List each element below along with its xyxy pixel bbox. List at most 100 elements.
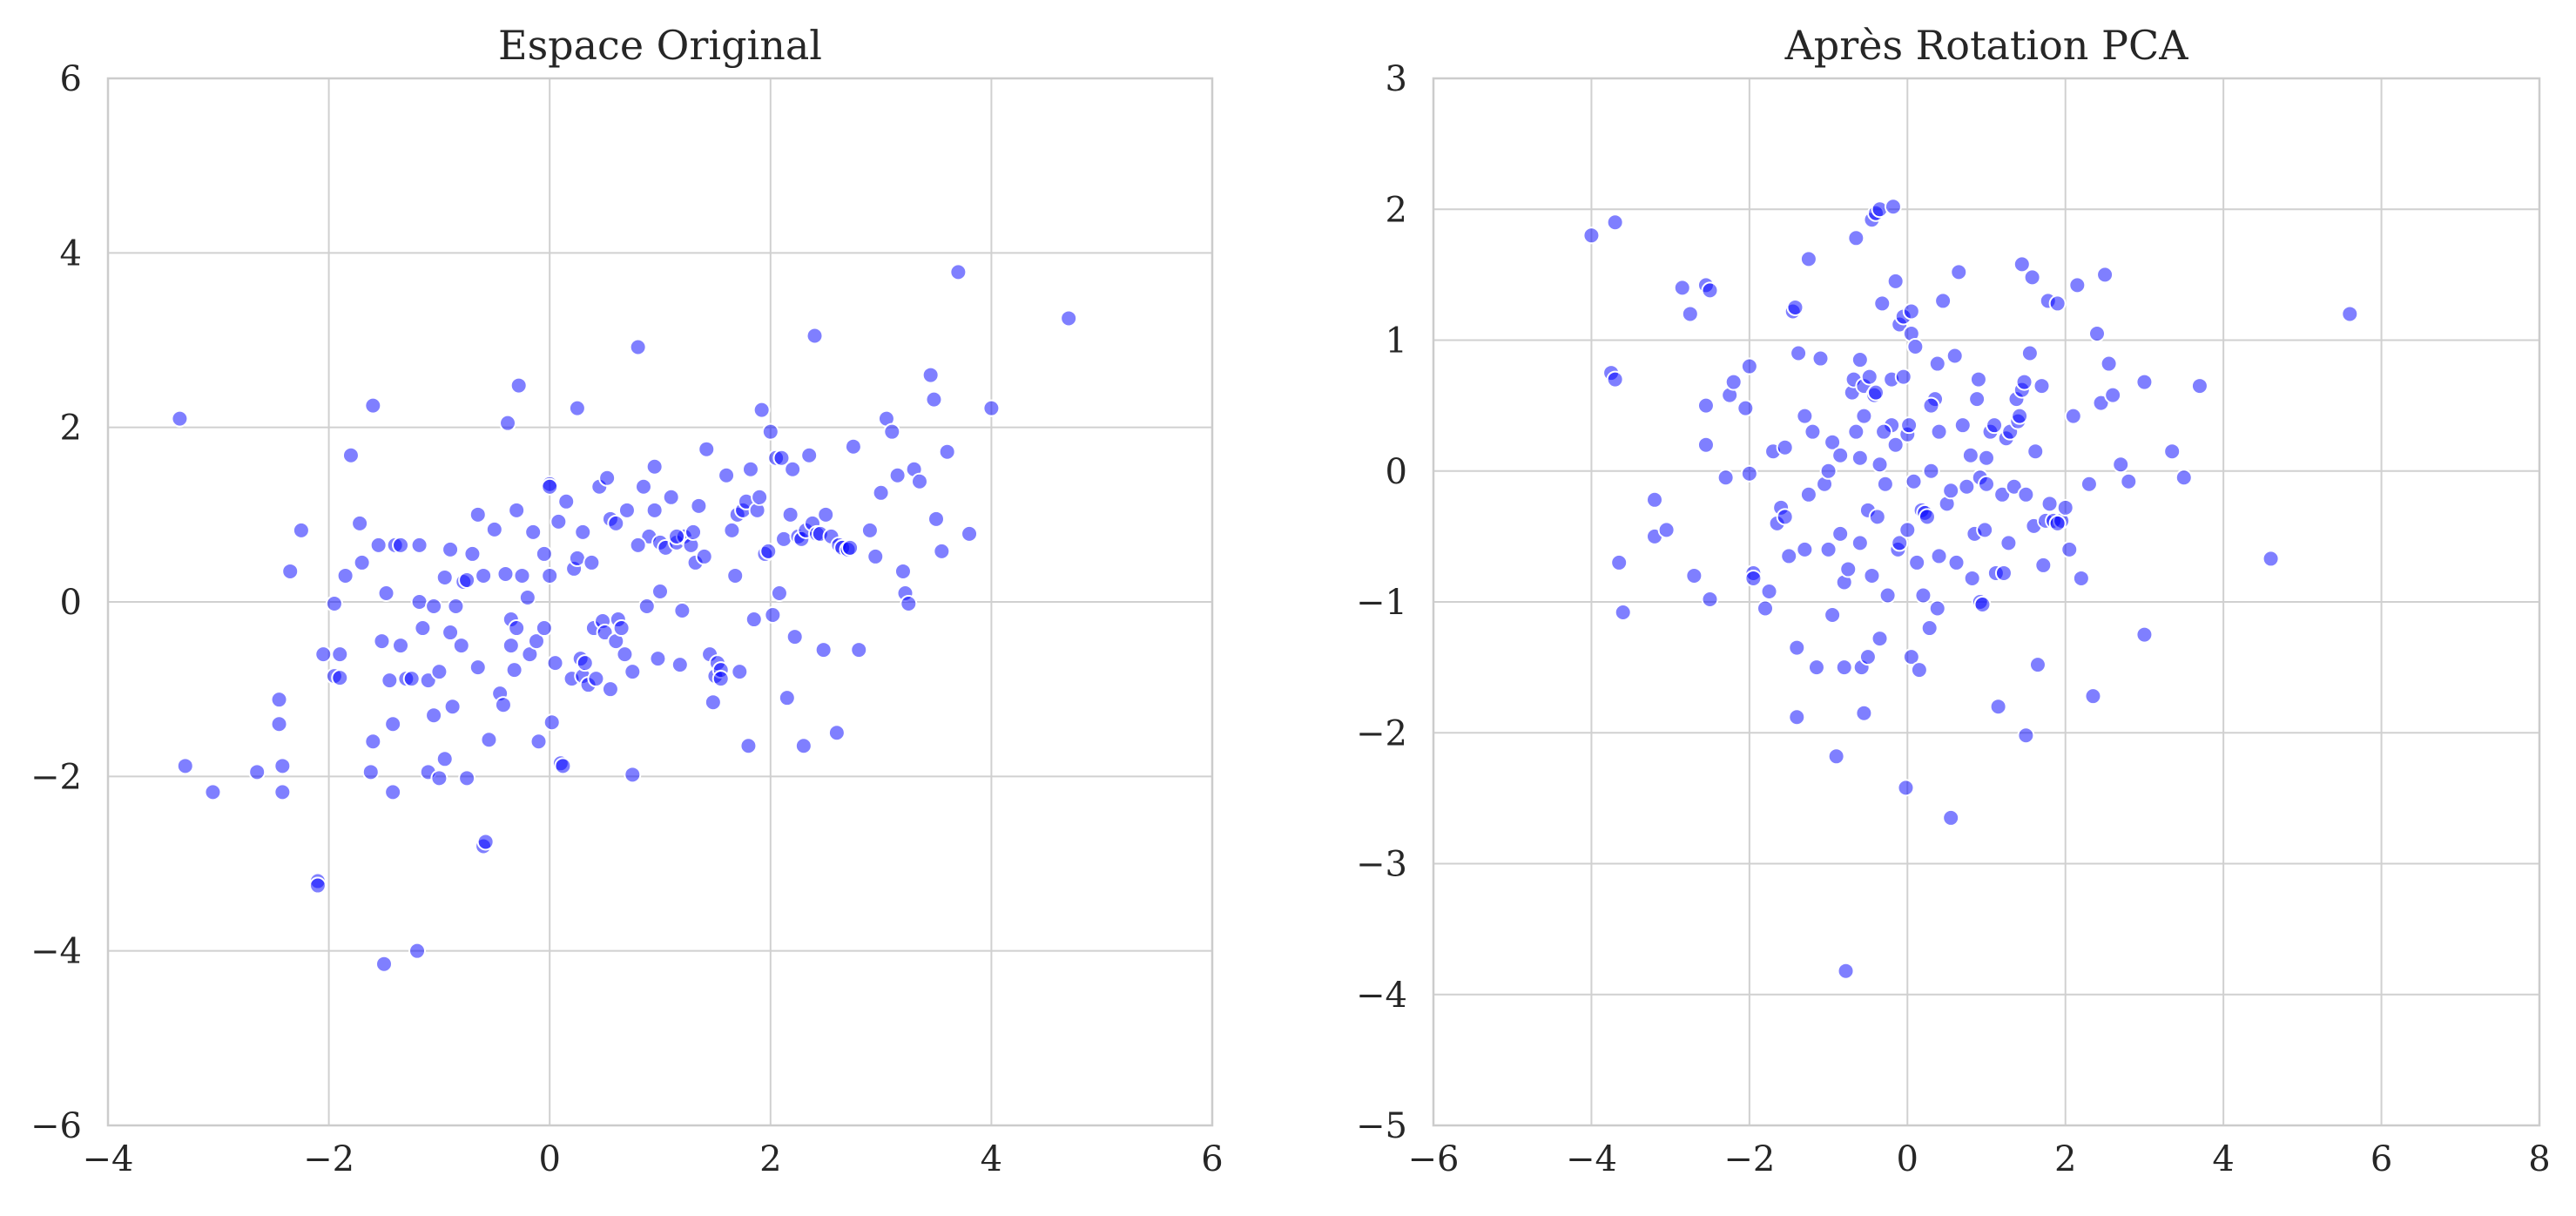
x-tick-label: 2 xyxy=(2054,1139,2076,1179)
data-point xyxy=(1851,449,1869,467)
data-point xyxy=(1863,566,1881,584)
data-point xyxy=(505,661,523,679)
data-point xyxy=(1884,198,1902,216)
data-point xyxy=(1606,213,1624,232)
data-point xyxy=(1878,586,1897,605)
data-point xyxy=(617,501,636,519)
data-point xyxy=(662,488,680,506)
data-point xyxy=(698,440,716,458)
data-point xyxy=(568,399,586,417)
data-point xyxy=(377,584,395,602)
x-tick-label: 6 xyxy=(1201,1139,1223,1179)
data-point xyxy=(1897,779,1915,797)
data-point xyxy=(745,611,763,629)
data-point xyxy=(1902,648,1920,666)
data-point xyxy=(775,530,793,548)
data-point xyxy=(2096,266,2114,284)
data-point xyxy=(2048,294,2067,313)
data-point xyxy=(2088,324,2106,342)
data-point xyxy=(494,696,512,714)
data-point xyxy=(1657,521,1676,539)
data-point xyxy=(741,460,759,478)
data-point xyxy=(2135,373,2154,391)
data-point xyxy=(2068,276,2087,294)
data-point xyxy=(2072,569,2090,587)
data-point xyxy=(1835,659,1853,677)
data-point xyxy=(1837,962,1855,980)
y-tick-label: 2 xyxy=(1386,190,1407,230)
data-point xyxy=(509,376,528,395)
data-point xyxy=(806,327,824,345)
data-point xyxy=(430,663,448,681)
data-point xyxy=(1867,383,1885,402)
data-point xyxy=(634,477,652,496)
data-point xyxy=(1928,599,1946,618)
y-tick-label: 0 xyxy=(1386,452,1407,492)
data-point xyxy=(860,521,879,539)
data-point xyxy=(435,750,454,768)
data-point xyxy=(827,724,846,742)
data-point xyxy=(1839,560,1858,578)
data-point xyxy=(1701,590,1719,608)
data-point xyxy=(1701,281,1719,300)
data-points xyxy=(171,263,1078,973)
data-point xyxy=(1582,226,1601,245)
data-point xyxy=(336,566,354,584)
data-point xyxy=(1811,349,1830,368)
data-point xyxy=(612,619,631,638)
data-point xyxy=(752,401,771,419)
data-point xyxy=(2100,355,2118,373)
data-point xyxy=(176,757,194,775)
data-point xyxy=(1824,433,1842,451)
data-point xyxy=(2341,305,2359,323)
data-point xyxy=(557,492,576,510)
x-tick-label: 0 xyxy=(1897,1139,1919,1179)
data-point xyxy=(671,656,689,674)
data-point xyxy=(1873,294,1892,313)
data-point xyxy=(392,637,410,655)
data-point xyxy=(408,942,427,960)
data-point xyxy=(1696,436,1715,454)
data-point xyxy=(1824,606,1842,625)
data-point xyxy=(1819,462,1838,480)
data-point xyxy=(2005,477,2023,496)
data-point xyxy=(927,510,945,528)
data-point xyxy=(1978,449,1995,467)
data-point xyxy=(800,446,819,464)
data-point xyxy=(508,501,526,519)
data-point xyxy=(961,524,979,543)
data-point xyxy=(2033,377,2051,395)
data-point xyxy=(1876,475,1894,493)
data-point xyxy=(353,553,371,571)
data-point xyxy=(764,606,782,625)
data-point xyxy=(325,595,343,613)
data-point xyxy=(1799,250,1817,268)
data-point xyxy=(535,544,553,563)
y-tick-label: −4 xyxy=(30,932,82,972)
data-point xyxy=(1819,540,1838,558)
data-point xyxy=(637,598,656,616)
data-point xyxy=(430,769,448,787)
data-point xyxy=(690,497,708,515)
data-point xyxy=(1905,472,1923,490)
data-point xyxy=(1788,638,1806,657)
data-point xyxy=(458,571,476,589)
data-point xyxy=(496,564,515,583)
data-point xyxy=(1696,396,1715,415)
data-point xyxy=(668,527,686,545)
data-point xyxy=(1930,547,1948,565)
data-point xyxy=(435,568,454,586)
data-point xyxy=(292,521,310,539)
data-point xyxy=(1914,586,1932,605)
data-point xyxy=(469,505,487,524)
data-point xyxy=(2092,394,2110,412)
data-point xyxy=(1930,422,1948,441)
x-tick-label: 4 xyxy=(2212,1139,2234,1179)
data-point xyxy=(447,598,465,616)
data-point xyxy=(684,523,703,541)
data-point xyxy=(550,512,568,530)
data-point xyxy=(2080,475,2098,493)
data-point xyxy=(425,598,443,616)
data-point xyxy=(518,588,536,606)
data-point xyxy=(1776,508,1794,526)
